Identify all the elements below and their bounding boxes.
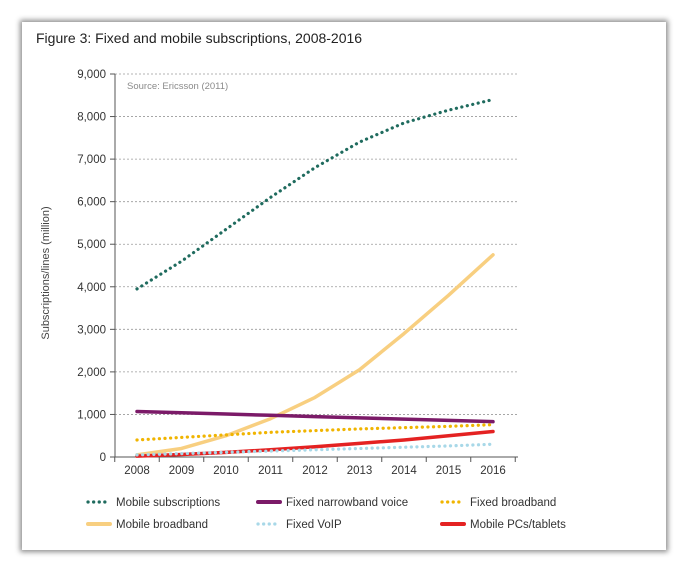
gridlines	[115, 73, 518, 415]
legend: Mobile subscriptions Fixed narrowband voi…	[86, 497, 566, 531]
x-tick-label: 2013	[347, 465, 373, 477]
series-line-mobile-subscriptions	[135, 97, 495, 291]
y-axis-ticks: 0 1,000 2,000 3,000 4,000 5,000 6,000 7,000 8,00…	[77, 69, 115, 464]
y-tick-label: 8,000	[77, 112, 106, 124]
x-tick-label: 2016	[480, 465, 506, 477]
y-tick-label: 1,000	[77, 409, 106, 421]
y-axis-label: Subscriptions/lines (million)	[40, 206, 52, 339]
source-note: Source: Ericsson (2011)	[127, 81, 228, 92]
series-line-mobile-broadband	[135, 253, 495, 457]
x-tick-label: 2009	[169, 465, 195, 477]
legend-label-mobile-subscriptions: Mobile subscriptions	[116, 497, 220, 509]
x-tick-label: 2010	[213, 465, 239, 477]
y-tick-label: 2,000	[77, 367, 106, 379]
y-tick-label: 5,000	[77, 239, 106, 251]
figure-title: Figure 3: Fixed and mobile subscriptions…	[36, 30, 363, 46]
y-tick-label: 3,000	[77, 324, 106, 336]
x-tick-label: 2012	[302, 465, 328, 477]
x-tick-label: 2008	[124, 465, 150, 477]
series-line-fixed-voip	[135, 442, 495, 457]
y-tick-label: 0	[100, 452, 106, 464]
legend-label-fixed-broadband: Fixed broadband	[470, 497, 556, 509]
y-tick-label: 4,000	[77, 282, 106, 294]
series-group	[135, 97, 495, 458]
figure-card	[22, 22, 666, 550]
x-tick-label: 2015	[436, 465, 462, 477]
x-tick-label: 2011	[258, 465, 283, 477]
legend-label-mobile-broadband: Mobile broadband	[116, 519, 208, 531]
legend-label-mobile-pcs-tablets: Mobile PCs/tablets	[470, 519, 566, 531]
legend-label-fixed-narrowband-voice: Fixed narrowband voice	[286, 497, 408, 509]
y-tick-label: 7,000	[77, 154, 106, 166]
x-axis: 2008 2009 2010 2011 2012 2013 2014 2015 2016	[114, 74, 518, 477]
x-tick-label: 2014	[391, 465, 417, 477]
legend-label-fixed-voip: Fixed VoIP	[286, 519, 342, 531]
series-line-fixed-broadband	[135, 423, 495, 442]
y-tick-label: 6,000	[77, 197, 106, 209]
series-line-mobile-pcs-tablets	[135, 429, 495, 458]
series-line-fixed-narrowband-voice	[135, 409, 495, 424]
y-tick-label: 9,000	[77, 69, 106, 81]
